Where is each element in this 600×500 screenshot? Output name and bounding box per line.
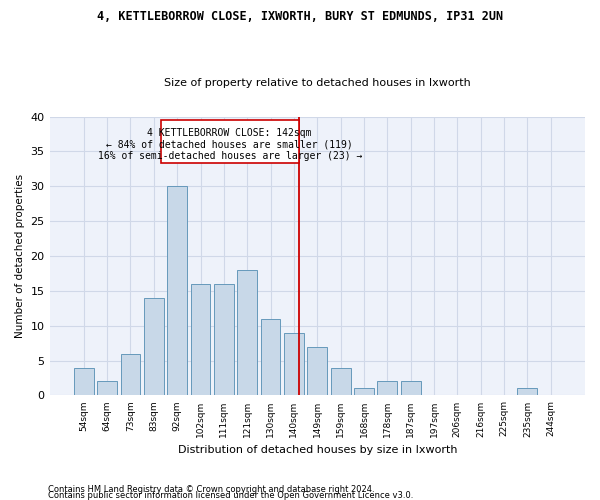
Bar (260, 318, 280, 396)
Text: Contains public sector information licensed under the Open Government Licence v3: Contains public sector information licen… (48, 491, 413, 500)
Bar (354, 388, 374, 396)
Bar (167, 186, 187, 396)
Bar (97, 382, 117, 396)
Text: Contains HM Land Registry data © Crown copyright and database right 2024.: Contains HM Land Registry data © Crown c… (48, 484, 374, 494)
Bar (214, 284, 234, 396)
Bar (238, 270, 257, 396)
Bar (377, 382, 397, 396)
FancyBboxPatch shape (161, 120, 299, 164)
Bar (307, 346, 327, 396)
Y-axis label: Number of detached properties: Number of detached properties (15, 174, 25, 338)
Bar (144, 298, 164, 396)
X-axis label: Distribution of detached houses by size in Ixworth: Distribution of detached houses by size … (178, 445, 457, 455)
Text: 4 KETTLEBORROW CLOSE: 142sqm: 4 KETTLEBORROW CLOSE: 142sqm (148, 128, 312, 138)
Text: 4, KETTLEBORROW CLOSE, IXWORTH, BURY ST EDMUNDS, IP31 2UN: 4, KETTLEBORROW CLOSE, IXWORTH, BURY ST … (97, 10, 503, 23)
Bar (284, 332, 304, 396)
Bar (331, 368, 350, 396)
Bar (401, 382, 421, 396)
Bar (191, 284, 211, 396)
Title: Size of property relative to detached houses in Ixworth: Size of property relative to detached ho… (164, 78, 470, 88)
Bar (74, 368, 94, 396)
Text: 16% of semi-detached houses are larger (23) →: 16% of semi-detached houses are larger (… (98, 152, 362, 162)
Bar (121, 354, 140, 396)
Bar (517, 388, 538, 396)
Text: ← 84% of detached houses are smaller (119): ← 84% of detached houses are smaller (11… (106, 140, 353, 149)
